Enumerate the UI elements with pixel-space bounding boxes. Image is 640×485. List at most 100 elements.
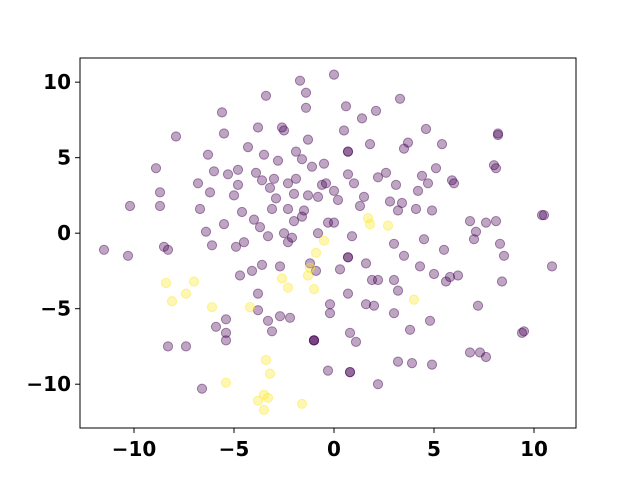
scatter-point-series-0	[426, 205, 438, 216]
scatter-point-series-0	[342, 146, 354, 157]
scatter-point-series-0	[312, 191, 324, 202]
scatter-point-series-0	[452, 270, 464, 281]
scatter-point-series-0	[316, 179, 328, 190]
scatter-point-series-1	[206, 302, 218, 313]
scatter-point-series-0	[122, 250, 134, 261]
scatter-point-series-0	[260, 90, 272, 101]
scatter-point-series-0	[392, 356, 404, 367]
scatter-point-series-0	[194, 203, 206, 215]
scatter-point-series-0	[304, 258, 316, 269]
scatter-point-series-0	[308, 335, 320, 346]
scatter-point-series-0	[472, 300, 484, 311]
scatter-point-series-0	[480, 217, 492, 228]
scatter-point-series-0	[220, 314, 232, 325]
scatter-point-series-0	[290, 173, 302, 184]
scatter-point-series-0	[220, 335, 232, 346]
scatter-point-series-1	[220, 377, 232, 388]
scatter-point-series-0	[228, 190, 240, 201]
scatter-point-series-0	[480, 351, 492, 363]
scatter-point-series-0	[366, 274, 378, 286]
scatter-point-series-0	[354, 200, 366, 212]
scatter-point-series-0	[424, 315, 436, 326]
scatter-point-series-0	[290, 146, 302, 157]
scatter-point-series-0	[344, 367, 356, 378]
scatter-point-series-0	[394, 93, 406, 104]
scatter-point-series-0	[216, 107, 228, 118]
scatter-point-series-0	[266, 203, 278, 215]
points-layer	[98, 69, 558, 415]
scatter-point-series-0	[232, 179, 244, 190]
scatter-point-series-0	[294, 75, 306, 86]
scatter-point-series-0	[420, 123, 432, 135]
scatter-point-series-0	[264, 182, 276, 193]
scatter-point-series-1	[260, 354, 272, 366]
scatter-point-series-0	[256, 175, 268, 186]
scatter-point-series-0	[492, 129, 504, 141]
scatter-point-series-0	[296, 154, 308, 165]
scatter-point-series-0	[490, 216, 502, 227]
scatter-point-series-1	[262, 392, 274, 403]
scatter-point-series-1	[382, 220, 394, 231]
plot-frame	[79, 57, 577, 429]
scatter-point-series-0	[218, 219, 230, 230]
scatter-point-series-0	[372, 172, 384, 183]
scatter-point-series-1	[308, 284, 320, 295]
scatter-point-series-0	[428, 268, 440, 280]
scatter-point-series-0	[516, 327, 528, 338]
scatter-point-series-0	[342, 252, 354, 263]
scatter-point-series-1	[408, 294, 420, 305]
x-tick-label: −10	[112, 437, 157, 461]
scatter-point-series-0	[258, 149, 270, 160]
scatter-point-series-0	[368, 300, 380, 311]
scatter-point-series-0	[154, 187, 166, 198]
scatter-point-series-0	[384, 196, 396, 207]
scatter-point-series-0	[328, 185, 340, 196]
scatter-point-series-0	[358, 191, 370, 202]
scatter-point-series-0	[344, 367, 356, 378]
scatter-point-series-1	[258, 404, 270, 415]
x-tick-label: 10	[520, 437, 548, 461]
scatter-point-series-0	[496, 276, 508, 287]
scatter-point-series-0	[356, 113, 368, 124]
scatter-point-series-0	[230, 241, 242, 252]
scatter-point-series-0	[338, 125, 350, 136]
scatter-point-series-0	[490, 163, 502, 174]
scatter-point-series-0	[348, 178, 360, 189]
scatter-point-series-0	[324, 299, 336, 310]
scatter-point-series-0	[150, 163, 162, 174]
scatter-point-series-1	[296, 398, 308, 409]
scatter-point-series-0	[418, 234, 430, 245]
scatter-point-series-0	[342, 288, 354, 299]
scatter-point-series-0	[266, 326, 278, 337]
scatter-point-series-0	[498, 250, 510, 261]
scatter-point-series-0	[340, 101, 352, 112]
y-axis: −10 −5 0 5 10	[26, 70, 80, 396]
scatter-point-series-0	[380, 167, 392, 178]
scatter-point-series-0	[246, 265, 258, 276]
scatter-point-series-0	[346, 231, 358, 242]
scatter-point-series-0	[308, 335, 320, 346]
scatter-point-series-0	[192, 178, 204, 189]
scatter-point-series-0	[306, 161, 318, 172]
scatter-point-series-1	[180, 288, 192, 299]
scatter-point-series-1	[318, 235, 330, 246]
scatter-point-series-0	[398, 250, 410, 261]
scatter-point-series-0	[218, 128, 230, 139]
scatter-point-series-0	[332, 194, 344, 206]
scatter-point-series-0	[282, 178, 294, 189]
scatter-point-series-1	[166, 296, 178, 307]
scatter-point-series-0	[440, 276, 452, 287]
scatter-point-series-0	[320, 178, 332, 189]
y-tick-label: 5	[57, 146, 71, 170]
scatter-point-series-0	[254, 222, 266, 233]
scatter-point-series-0	[282, 237, 294, 248]
scatter-point-series-0	[436, 139, 448, 150]
scatter-point-series-0	[390, 179, 402, 190]
scatter-point-series-0	[328, 217, 340, 228]
scatter-point-series-0	[222, 169, 234, 180]
scatter-point-series-0	[388, 238, 400, 249]
scatter-point-series-0	[252, 288, 264, 299]
scatter-point-series-0	[274, 311, 286, 322]
